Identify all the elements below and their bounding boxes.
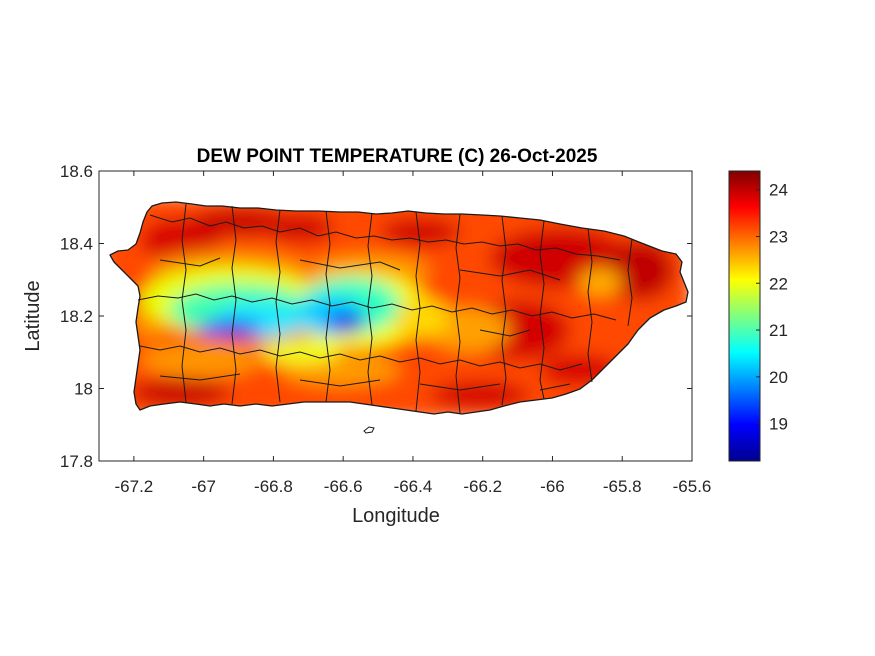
y-tick-label: 18.6 [60, 162, 93, 181]
colorbar-tick-label: 21 [769, 321, 788, 340]
municipality-boundary [137, 293, 617, 321]
municipality-boundary [159, 257, 221, 267]
colorbar-tick-label: 22 [769, 274, 788, 293]
municipality-boundary [539, 220, 545, 400]
municipality-boundary [479, 329, 531, 337]
x-tick-label: -66.2 [463, 477, 502, 496]
x-tick-label: -66.4 [394, 477, 433, 496]
colorbar: 19 20 21 22 23 24 [728, 170, 788, 462]
x-tick-label: -67.2 [115, 477, 154, 496]
y-tick-label: 18.4 [60, 235, 93, 254]
municipality-boundary [501, 215, 507, 406]
y-tick-label: 18.2 [60, 307, 93, 326]
y-tick-label: 18 [74, 380, 93, 399]
x-tick-label: -65.8 [603, 477, 642, 496]
x-tick-label: -66 [540, 477, 565, 496]
municipality-boundary [419, 383, 501, 391]
municipality-boundary [627, 238, 633, 327]
colorbar-gradient [728, 170, 761, 462]
municipality-boundary [299, 259, 401, 271]
x-tick-label: -65.6 [673, 477, 712, 496]
municipality-boundary [149, 214, 621, 261]
municipality-boundary [299, 379, 381, 387]
x-tick-label: -67 [191, 477, 216, 496]
x-tick-label: -66.6 [324, 477, 363, 496]
colorbar-ticks: 19 20 21 22 23 24 [756, 181, 788, 434]
municipality-boundary [275, 209, 281, 403]
colorbar-tick-label: 24 [769, 181, 788, 200]
y-tick-label: 17.8 [60, 452, 93, 471]
municipality-boundary [539, 383, 571, 391]
municipality-boundary [181, 203, 187, 403]
y-axis-label: Latitude [22, 280, 44, 351]
municipality-boundary [231, 205, 237, 405]
municipality-boundary [367, 212, 373, 406]
municipality-boundary [455, 213, 461, 414]
municipality-boundary [159, 373, 241, 381]
municipality-boundary [587, 228, 593, 383]
municipality-boundaries [137, 203, 633, 414]
island-outline [109, 201, 689, 415]
municipality-boundary [459, 269, 561, 281]
municipality-boundary [415, 211, 421, 412]
colorbar-tick-label: 23 [769, 227, 788, 246]
chart-title: DEW POINT TEMPERATURE (C) 26-Oct-2025 [197, 146, 598, 167]
x-tick-label: -66.8 [254, 477, 293, 496]
y-axis: 17.8 18 18.2 18.4 18.6 [60, 162, 692, 471]
municipality-boundary [325, 210, 331, 403]
colorbar-tick-label: 20 [769, 368, 788, 387]
x-axis-label: Longitude [352, 505, 440, 527]
caja-de-muertos-islet [363, 426, 375, 434]
colorbar-tick-label: 19 [769, 415, 788, 434]
x-axis: -67.2 -67 -66.8 -66.6 -66.4 -66.2 -66 -65.8 -65.… [115, 171, 712, 496]
municipality-boundary [139, 345, 583, 371]
